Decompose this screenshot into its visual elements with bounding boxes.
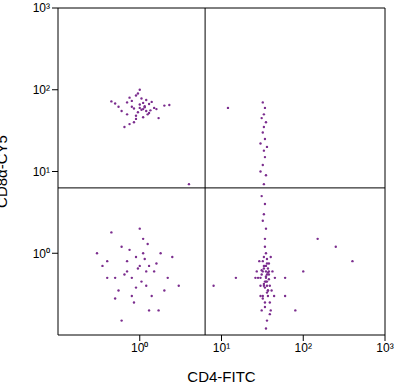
svg-text:10²: 10² xyxy=(295,341,312,355)
svg-text:10²: 10² xyxy=(33,83,50,97)
svg-text:CD8α-CY5: CD8α-CY5 xyxy=(8,135,10,208)
svg-text:CD4-FITC: CD4-FITC xyxy=(187,368,255,385)
svg-text:10¹: 10¹ xyxy=(33,165,50,179)
svg-text:10³: 10³ xyxy=(376,341,392,355)
svg-text:10⁰: 10⁰ xyxy=(33,247,50,261)
svg-text:10¹: 10¹ xyxy=(213,341,230,355)
svg-text:10³: 10³ xyxy=(33,1,50,15)
svg-text:10⁰: 10⁰ xyxy=(131,341,148,355)
